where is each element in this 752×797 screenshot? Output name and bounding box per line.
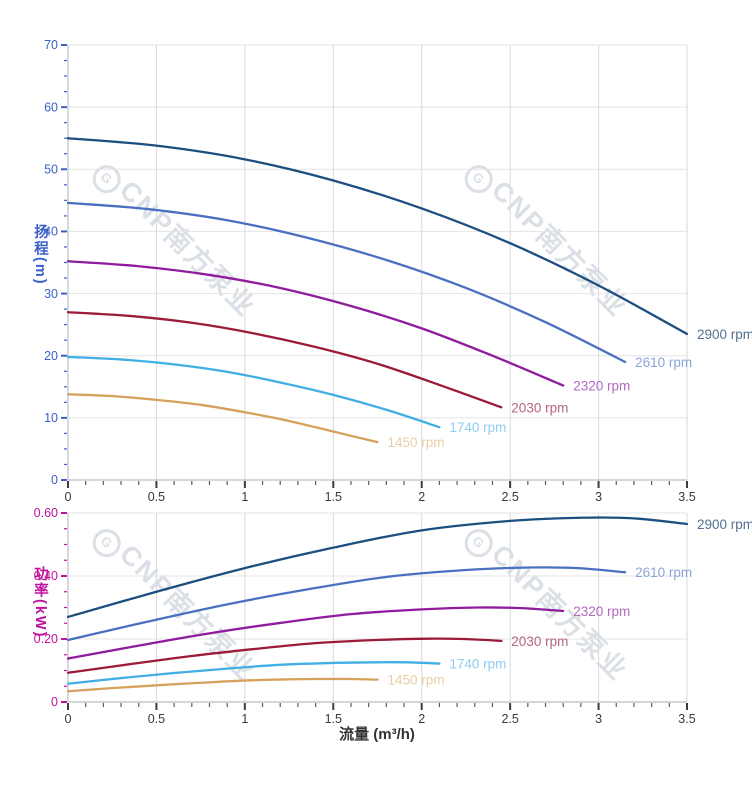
series-curve-1450-rpm[interactable] [66,677,379,693]
x-tick-label: 2 [418,490,425,504]
series-curve-2320-rpm[interactable] [66,260,565,387]
y-tick-label: 50 [44,162,58,176]
series-curve-1740-rpm[interactable] [66,661,441,685]
series-label-2030-rpm: 2030 rpm [511,634,568,649]
y-tick-label: 0.20 [34,632,58,646]
y-tick-label: 10 [44,411,58,425]
y-tick-label: 0.40 [34,569,58,583]
series-label-2900-rpm: 2900 rpm [697,327,752,342]
x-tick-label: 1.5 [325,490,342,504]
series-label-2610-rpm: 2610 rpm [635,565,692,580]
series-label-2610-rpm: 2610 rpm [635,355,692,370]
y-tick-label: 0.60 [34,506,58,520]
x-tick-label: 2.5 [501,712,518,726]
series-label-2320-rpm: 2320 rpm [573,604,630,619]
x-tick-label: 3.5 [678,712,695,726]
y-tick-label: 20 [44,349,58,363]
y-tick-label: 70 [44,38,58,52]
series-label-1740-rpm: 1740 rpm [449,420,506,435]
series-label-1740-rpm: 1740 rpm [449,657,506,672]
x-tick-label: 2 [418,712,425,726]
x-tick-label: 3 [595,490,602,504]
y-tick-label: 40 [44,225,58,239]
x-tick-label: 1 [241,712,248,726]
series-curve-2320-rpm[interactable] [66,606,565,660]
y-tick-label: 0 [51,695,58,709]
series-curve-2610-rpm[interactable] [66,201,627,364]
series-label-2320-rpm: 2320 rpm [573,379,630,394]
series-curve-2030-rpm[interactable] [66,637,503,674]
y-tick-label: 0 [51,473,58,487]
x-tick-label: 0 [65,490,72,504]
series-curve-2030-rpm[interactable] [66,311,503,409]
y-tick-label: 60 [44,100,58,114]
head-axis-title: 扬程(m) [32,224,48,286]
x-tick-label: 1 [241,490,248,504]
x-tick-label: 1.5 [325,712,342,726]
x-tick-label: 3 [595,712,602,726]
series-label-1450-rpm: 1450 rpm [388,673,445,688]
flow-axis-title: 流量 (m³/h) [339,726,415,743]
power-axis-title: 功率(kW) [32,566,48,639]
x-tick-label: 2.5 [501,490,518,504]
series-curve-2900-rpm[interactable] [66,137,689,336]
series-label-2030-rpm: 2030 rpm [511,400,568,415]
x-tick-label: 0.5 [148,490,165,504]
series-label-2900-rpm: 2900 rpm [697,517,752,532]
x-tick-label: 0 [65,712,72,726]
series-curve-1450-rpm[interactable] [66,393,379,444]
y-tick-label: 30 [44,287,58,301]
x-tick-label: 0.5 [148,712,165,726]
series-label-1450-rpm: 1450 rpm [388,435,445,450]
x-tick-label: 3.5 [678,490,695,504]
series-curve-2610-rpm[interactable] [66,566,627,642]
series-curve-2900-rpm[interactable] [66,516,689,619]
series-curve-1740-rpm[interactable] [66,355,441,429]
